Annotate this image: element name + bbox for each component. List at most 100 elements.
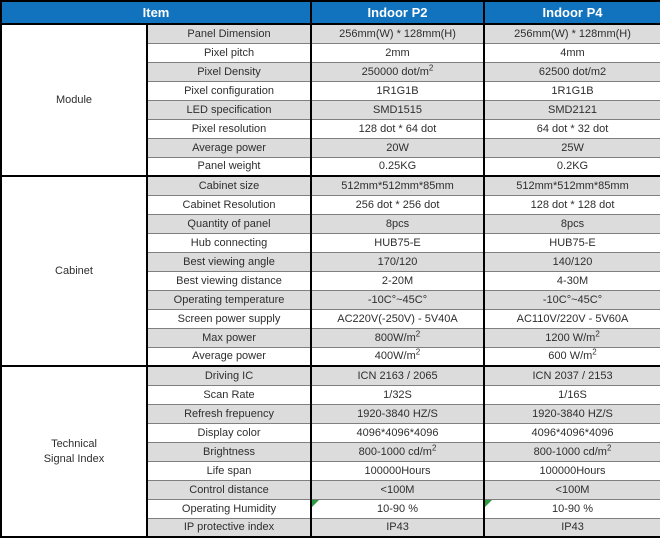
value-cell-indoor-p4: 4mm xyxy=(483,42,660,63)
value-cell-indoor-p4: 128 dot * 128 dot xyxy=(483,194,660,215)
value-cell-indoor-p4: 25W xyxy=(483,137,660,158)
value-cell-indoor-p4: 10-90 % xyxy=(483,498,660,519)
item-label-cell: Pixel resolution xyxy=(145,118,313,139)
item-label-cell: Display color xyxy=(145,422,313,443)
superscript: 2 xyxy=(592,347,597,357)
value-cell-indoor-p4: AC110V/220V - 5V60A xyxy=(483,308,660,329)
table-row: LED specification SMD1515 SMD2121 xyxy=(1,99,660,120)
table-row: Control distance <100M <100M xyxy=(1,479,660,500)
header-cell-indoor-p4: Indoor P4 xyxy=(483,0,660,25)
table-row: Quantity of panel 8pcs 8pcs xyxy=(1,213,660,234)
value-cell-indoor-p2: 4096*4096*4096 xyxy=(310,422,486,443)
value-cell-indoor-p4: 1200 W/m2 xyxy=(483,327,660,348)
value-cell-indoor-p2: 1R1G1B xyxy=(310,80,486,101)
value-cell-indoor-p4: 512mm*512mm*85mm xyxy=(483,175,660,196)
value-cell-indoor-p2: 2-20M xyxy=(310,270,486,291)
table-row: Operating Humidity 10-90 % 10-90 % xyxy=(1,498,660,519)
value-cell-indoor-p4: 1/16S xyxy=(483,384,660,405)
value-cell-indoor-p2: IP43 xyxy=(310,517,486,538)
group-cell-cabinet: Cabinet xyxy=(0,175,148,367)
table-row: Technical Signal Index Driving IC ICN 2163… xyxy=(0,365,660,538)
item-label-cell: Operating Humidity xyxy=(145,498,313,519)
spec-table-header: Item Indoor P2 Indoor P4 xyxy=(0,0,660,25)
superscript: 2 xyxy=(595,328,600,338)
item-label-cell: Panel Dimension xyxy=(145,23,313,44)
item-label-cell: Operating temperature xyxy=(145,289,313,310)
value-cell-indoor-p4: 140/120 xyxy=(483,251,660,272)
item-label-cell: Pixel Density xyxy=(145,61,313,82)
item-label-cell: Refresh frepuency xyxy=(145,403,313,424)
item-label-cell: Panel weight xyxy=(145,156,313,177)
spec-table-body: Module Panel Dimension 256mm(W) * 128mm(H)… xyxy=(0,23,660,538)
value-cell-indoor-p2: 256mm(W) * 128mm(H) xyxy=(310,23,486,44)
table-row: Pixel resolution 128 dot * 64 dot 64 dot *… xyxy=(1,118,660,139)
value-cell-indoor-p2: 250000 dot/m2 xyxy=(310,61,486,82)
value-cell-indoor-p2: 10-90 % xyxy=(310,498,486,519)
value-cell-indoor-p4: -10C°~45C° xyxy=(483,289,660,310)
value-cell-indoor-p4: 256mm(W) * 128mm(H) xyxy=(483,23,660,44)
value-cell-indoor-p2: 8pcs xyxy=(310,213,486,234)
header-cell-indoor-p2: Indoor P2 xyxy=(310,0,486,25)
value-cell-indoor-p4: 100000Hours xyxy=(483,460,660,481)
item-label-cell: Average power xyxy=(145,346,313,367)
item-label-cell: Cabinet Resolution xyxy=(145,194,313,215)
item-label-cell: Driving IC xyxy=(145,365,313,386)
value-cell-indoor-p2: -10C°~45C° xyxy=(310,289,486,310)
value-cell-indoor-p4: 600 W/m2 xyxy=(483,346,660,367)
value-cell-indoor-p4: 4-30M xyxy=(483,270,660,291)
header-row: Item Indoor P2 Indoor P4 xyxy=(0,0,660,25)
value-cell-indoor-p4: 62500 dot/m2 xyxy=(483,61,660,82)
item-label-cell: Average power xyxy=(145,137,313,158)
value-cell-indoor-p2: 128 dot * 64 dot xyxy=(310,118,486,139)
value-cell-indoor-p2: SMD1515 xyxy=(310,99,486,120)
value-cell-indoor-p2: AC220V(-250V) - 5V40A xyxy=(310,308,486,329)
header-cell-item: Item xyxy=(0,0,313,25)
table-row: Pixel pitch 2mm 4mm xyxy=(1,42,660,63)
value-cell-indoor-p4: IP43 xyxy=(483,517,660,538)
item-label-cell: Brightness xyxy=(145,441,313,462)
table-row: Average power 400W/m2 600 W/m2 xyxy=(1,346,660,367)
item-label-cell: LED specification xyxy=(145,99,313,120)
cell-error-marker-icon xyxy=(313,500,320,507)
table-row: Scan Rate 1/32S 1/16S xyxy=(1,384,660,405)
value-cell-indoor-p2: HUB75-E xyxy=(310,232,486,253)
superscript: 2 xyxy=(415,328,421,338)
item-label-cell: Best viewing angle xyxy=(145,251,313,272)
value-cell-indoor-p2: 1/32S xyxy=(310,384,486,405)
value-cell-indoor-p4: 0.2KG xyxy=(483,156,660,177)
value-cell-indoor-p4: 800-1000 cd/m2 xyxy=(483,441,660,462)
table-row: Max power 800W/m2 1200 W/m2 xyxy=(1,327,660,348)
item-label-cell: Cabinet size xyxy=(145,175,313,196)
item-label-cell: Max power xyxy=(145,327,313,348)
value-cell-indoor-p4: <100M xyxy=(483,479,660,500)
superscript: 2 xyxy=(606,442,612,452)
item-label-cell: Pixel configuration xyxy=(145,80,313,101)
table-row: Life span 100000Hours 100000Hours xyxy=(1,460,660,481)
value-cell-indoor-p2: ICN 2163 / 2065 xyxy=(310,365,486,386)
value-cell-indoor-p4: 1R1G1B xyxy=(483,80,660,101)
table-row: Best viewing angle 170/120 140/120 xyxy=(1,251,660,272)
value-cell-indoor-p2: 800-1000 cd/m2 xyxy=(310,441,486,462)
item-label-cell: Scan Rate xyxy=(145,384,313,405)
table-row: Cabinet Cabinet size 512mm*512mm*85mm 512mm… xyxy=(0,175,660,367)
value-cell-indoor-p2: 512mm*512mm*85mm xyxy=(310,175,486,196)
table-row: Refresh frepuency 1920-3840 HZ/S 1920-3840… xyxy=(1,403,660,424)
item-label-cell: IP protective index xyxy=(145,517,313,538)
table-row: Brightness 800-1000 cd/m2 800-1000 cd/m2 xyxy=(1,441,660,462)
value-cell-indoor-p2: 2mm xyxy=(310,42,486,63)
superscript: 2 xyxy=(428,62,434,72)
value-cell-indoor-p2: 400W/m2 xyxy=(310,346,486,367)
table-row: Average power 20W 25W xyxy=(1,137,660,158)
item-label-cell: Control distance xyxy=(145,479,313,500)
value-cell-indoor-p2: 1920-3840 HZ/S xyxy=(310,403,486,424)
item-label-cell: Quantity of panel xyxy=(145,213,313,234)
group-cell-module: Module xyxy=(0,23,148,177)
value-cell-indoor-p4: HUB75-E xyxy=(483,232,660,253)
value-cell-indoor-p2: <100M xyxy=(310,479,486,500)
item-label-cell: Life span xyxy=(145,460,313,481)
item-label-cell: Pixel pitch xyxy=(145,42,313,63)
group-cell-technical: Technical Signal Index xyxy=(0,365,148,538)
value-cell-indoor-p4: SMD2121 xyxy=(483,99,660,120)
item-label-cell: Screen power supply xyxy=(145,308,313,329)
